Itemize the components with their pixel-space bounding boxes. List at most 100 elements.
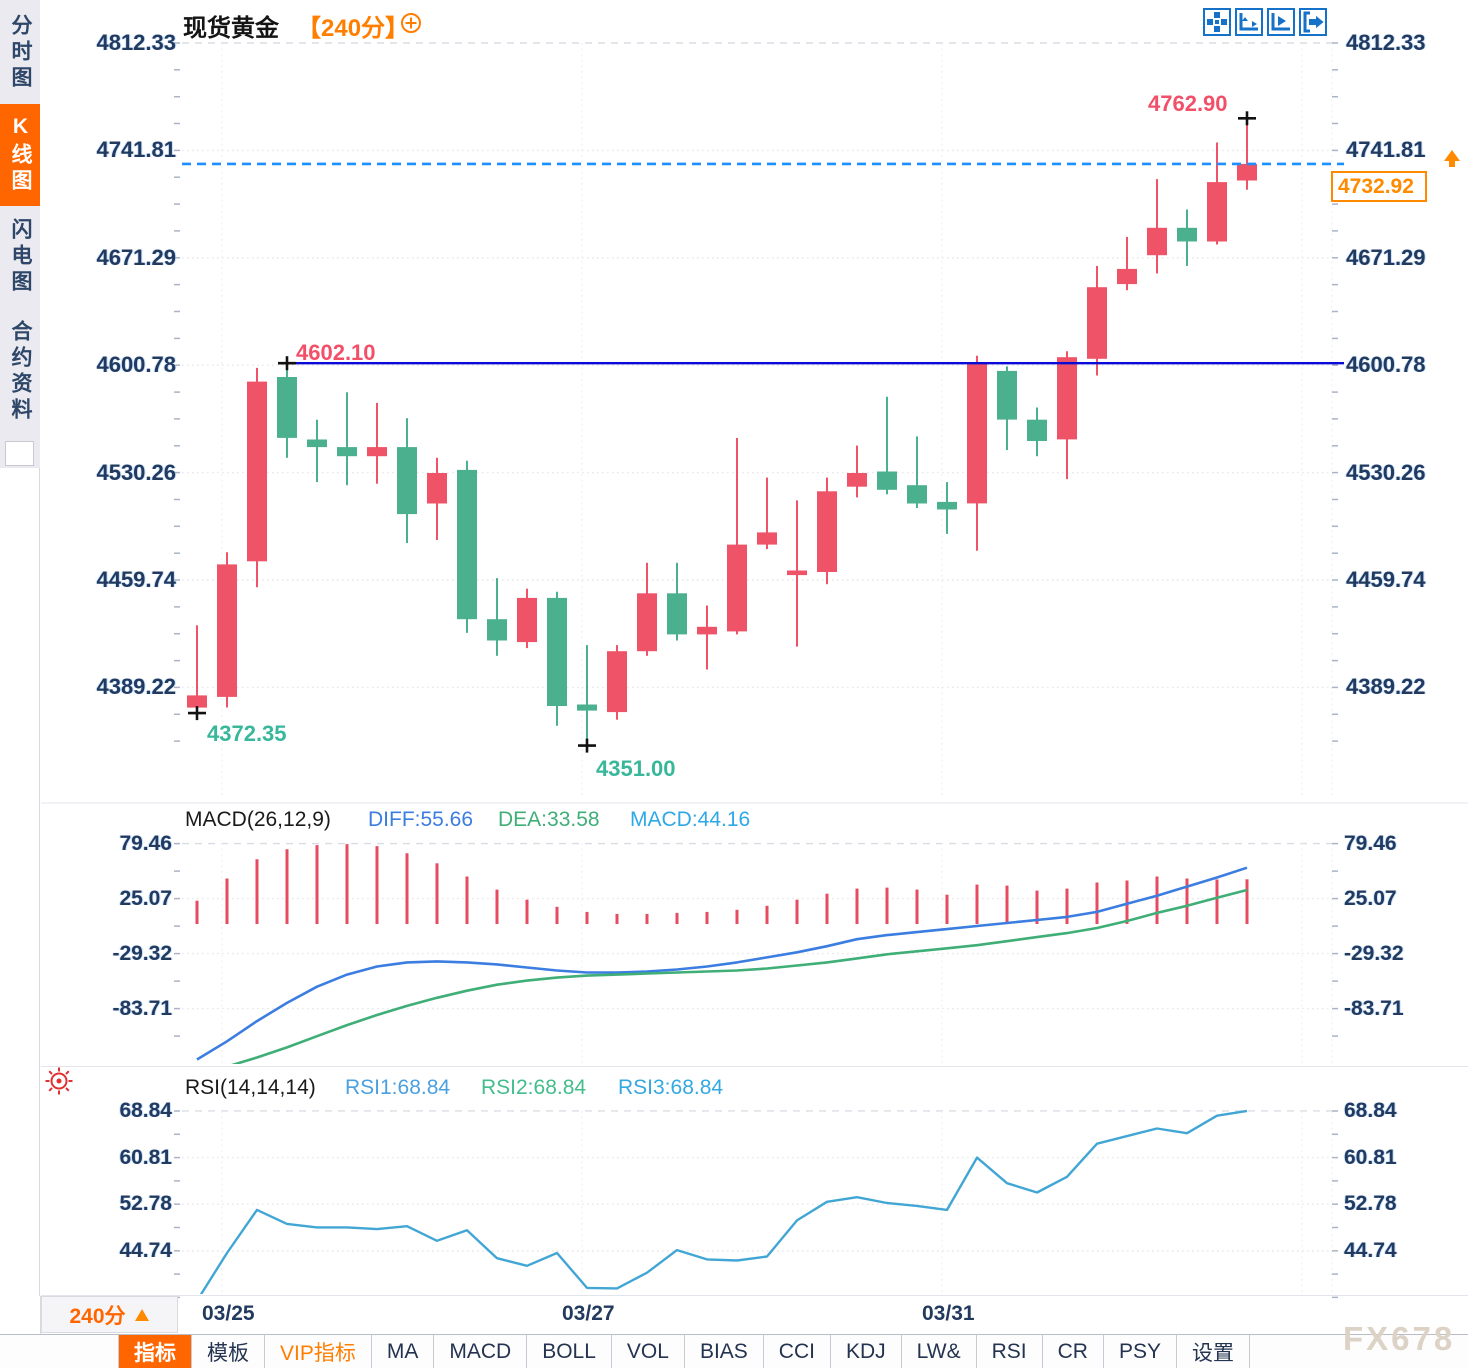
rsi-axis-label-left: 44.74 <box>119 1239 172 1262</box>
sidebar-tab-2[interactable]: 闪电图 <box>9 218 32 296</box>
macd-axis-label-right: -29.32 <box>1344 941 1404 965</box>
indicator-tabbar: 指标 模板 VIP指标 MA MACD BOLL VOL BIAS CCI KDJ LW& RSI CR… <box>0 1334 1468 1368</box>
rsi-axis-label-right: 52.78 <box>1344 1192 1397 1216</box>
tab-PSY[interactable]: PSY <box>1104 1335 1177 1368</box>
rsi-axis-label-right: 68.84 <box>1344 1098 1397 1122</box>
price-axis-label-left: 4671.29 <box>96 244 176 270</box>
page-title: 现货黄金 <box>183 15 279 42</box>
rsi-gridlines <box>182 1110 1332 1252</box>
current-price-box: 4732.92 <box>1331 171 1427 202</box>
candle <box>367 402 387 484</box>
macd-gridlines <box>182 842 1332 1010</box>
swing-low-price-label: 4372.35 <box>207 721 287 746</box>
macd-diff-value: DIFF:55.66 <box>368 808 474 831</box>
tab-模板[interactable]: 模板 <box>192 1335 265 1368</box>
macd-title: MACD(26,12,9) <box>185 808 331 831</box>
price-axis-label-right: 4530.26 <box>1346 459 1426 485</box>
rsi-axis-label-right: 60.81 <box>1344 1145 1397 1169</box>
macd-dea-line <box>231 888 1248 1064</box>
crosshair-grid-icon[interactable] <box>1203 8 1231 36</box>
rsi-title: RSI(14,14,14) <box>185 1076 316 1099</box>
price-axis-label-left: 4812.33 <box>96 30 176 55</box>
macd-axis-label-left: 79.46 <box>119 831 172 855</box>
triangle-up-icon <box>134 1308 149 1321</box>
resistance-price-label: 4602.10 <box>296 340 376 365</box>
candles <box>187 118 1257 746</box>
x-axis-fit-icon[interactable] <box>1235 8 1263 36</box>
tab-KDJ[interactable]: KDJ <box>831 1335 902 1368</box>
candle <box>1027 407 1047 457</box>
candle <box>847 445 867 498</box>
x-axis-date-label: 03/31 <box>922 1302 975 1325</box>
price-axis-label-right: 4459.74 <box>1346 566 1426 592</box>
candle <box>1117 236 1137 291</box>
candle <box>427 457 447 540</box>
sidebar-bottom-box <box>5 441 34 466</box>
candle <box>787 500 807 647</box>
sidebar-tab-0[interactable]: 分时图 <box>9 14 32 92</box>
price-axis-label-left: 4389.22 <box>96 674 176 700</box>
rsi3-value: RSI3:68.84 <box>618 1076 724 1099</box>
candle <box>1177 209 1197 266</box>
macd-axis-label-left: 25.07 <box>119 886 172 910</box>
price-gridlines <box>182 42 1332 689</box>
cross-marker <box>188 706 206 721</box>
sidebar-tab-3[interactable]: 合约资料 <box>9 320 32 424</box>
candle <box>877 396 897 495</box>
candle <box>757 477 777 550</box>
rsi-axis-label-right: 44.74 <box>1344 1239 1397 1262</box>
high-price-label: 4762.90 <box>1148 91 1228 116</box>
candle <box>1087 265 1107 376</box>
tab-CCI[interactable]: CCI <box>764 1335 831 1368</box>
macd-axis-label-right: 25.07 <box>1344 886 1397 910</box>
pan-right-icon[interactable] <box>1299 8 1327 36</box>
candle <box>697 605 717 670</box>
sidebar-strip <box>0 0 40 468</box>
axis-play-icon[interactable] <box>1267 8 1295 36</box>
macd-axis-label-left: -29.32 <box>112 941 172 965</box>
rsi-axis-ticks <box>174 1110 1338 1299</box>
rsi1-value: RSI1:68.84 <box>345 1076 451 1099</box>
macd-axis-label-left: -83.71 <box>112 996 172 1020</box>
price-axis-label-left: 4530.26 <box>96 459 176 485</box>
price-axis-label-right: 4812.33 <box>1346 30 1426 55</box>
tab-VOL[interactable]: VOL <box>612 1335 685 1368</box>
cross-marker <box>1238 111 1256 126</box>
sun-icon[interactable] <box>44 1066 74 1101</box>
tab-指标[interactable]: 指标 <box>118 1335 192 1368</box>
tab-BIAS[interactable]: BIAS <box>685 1335 764 1368</box>
price-axis-label-right: 4600.78 <box>1346 352 1426 378</box>
tab-设置[interactable]: 设置 <box>1177 1335 1250 1368</box>
macd-axis-label-right: 79.46 <box>1344 831 1397 855</box>
rsi-axis-label-left: 60.81 <box>119 1145 172 1169</box>
candle <box>337 392 357 486</box>
candle <box>817 477 837 585</box>
macd-diff-line <box>196 866 1248 1061</box>
tab-MA[interactable]: MA <box>372 1335 435 1368</box>
price-axis-label-left: 4600.78 <box>96 352 176 378</box>
candle <box>487 578 507 656</box>
tab-MACD[interactable]: MACD <box>434 1335 528 1368</box>
candle <box>967 355 987 551</box>
candle <box>577 645 597 746</box>
tab-CR[interactable]: CR <box>1043 1335 1104 1368</box>
candle <box>547 591 567 726</box>
tab-RSI[interactable]: RSI <box>977 1335 1043 1368</box>
macd-axis-label-right: -83.71 <box>1344 996 1404 1020</box>
period-badge[interactable]: 【240分】 <box>297 15 410 42</box>
candle <box>1237 118 1257 190</box>
price-axis-label-left: 4741.81 <box>96 137 176 163</box>
candle <box>187 625 207 714</box>
sidebar-tab-1[interactable]: K线图 <box>0 104 40 206</box>
price-axis-label-right: 4671.29 <box>1346 244 1426 270</box>
tab-BOLL[interactable]: BOLL <box>527 1335 612 1368</box>
period-selector[interactable]: 240分 <box>41 1296 178 1333</box>
rsi-axis-label-left: 52.78 <box>119 1192 172 1216</box>
tab-VIP指标[interactable]: VIP指标 <box>265 1335 372 1368</box>
tab-LW&[interactable]: LW& <box>902 1335 977 1368</box>
candle <box>1057 351 1077 480</box>
circle-plus-icon[interactable] <box>399 11 423 40</box>
candle <box>997 366 1017 451</box>
